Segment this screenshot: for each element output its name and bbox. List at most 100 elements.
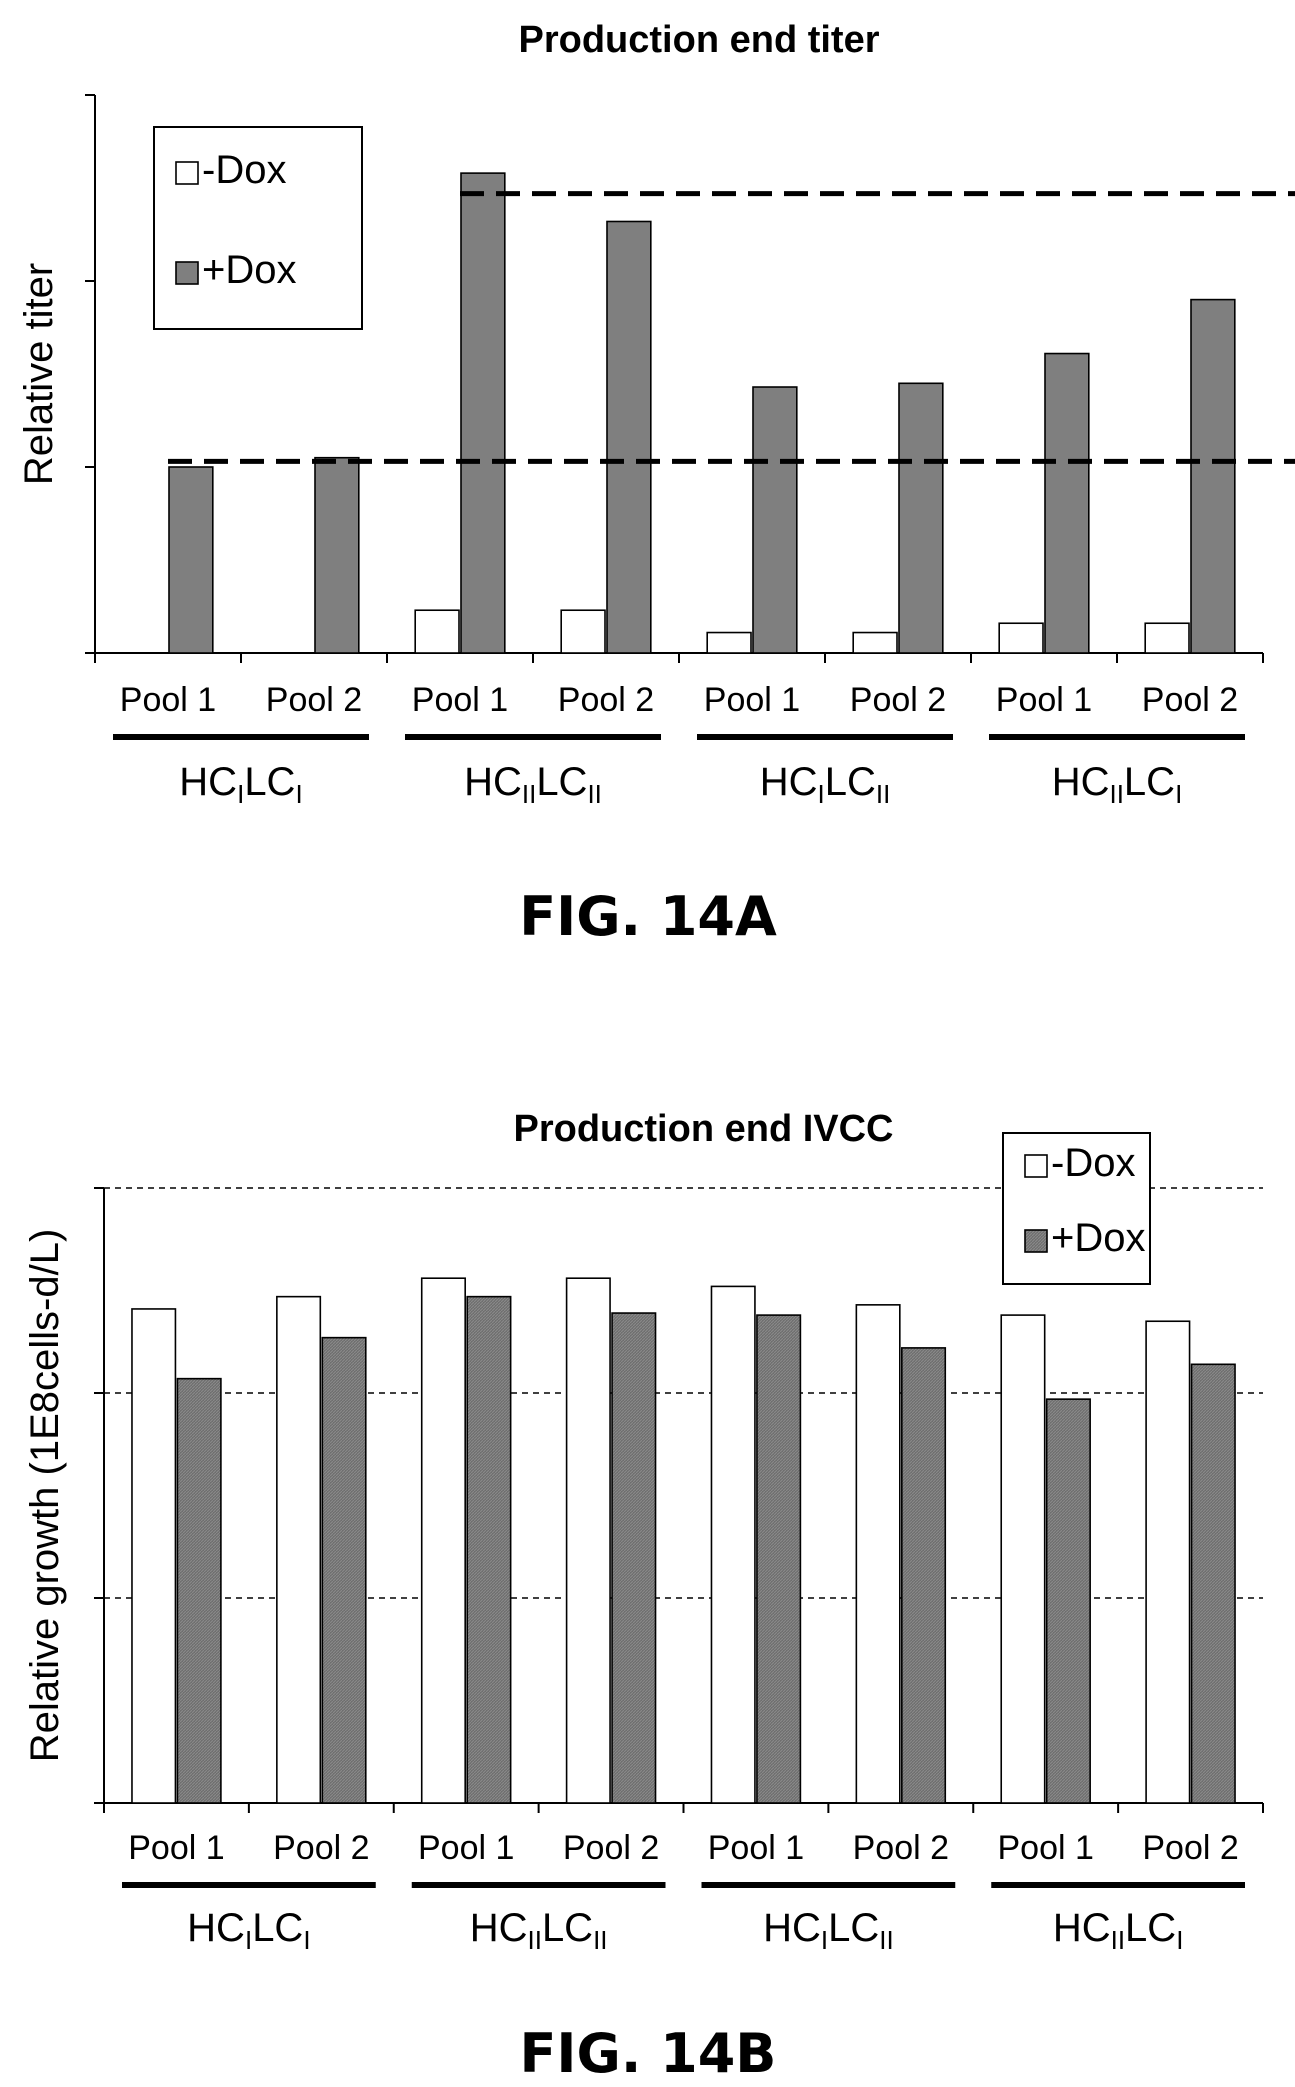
group-label: HCIILCI: [1053, 1906, 1184, 1955]
x-tick-label: Pool 2: [563, 1829, 659, 1867]
x-tick-label: Pool 2: [266, 681, 362, 719]
group-label: HCIILCII: [464, 760, 602, 809]
legend-swatch-plus-dox: [1024, 1229, 1048, 1253]
bar-minus-dox: [560, 609, 606, 654]
bar-plus-dox: [1044, 352, 1090, 654]
legend-label: -Dox: [202, 148, 286, 192]
bar-plus-dox: [314, 456, 360, 654]
x-tick-label: Pool 2: [273, 1829, 369, 1867]
x-tick-label: Pool 1: [704, 681, 800, 719]
group-label: HCILCI: [187, 1906, 310, 1955]
group-label-mid: LC: [252, 1906, 303, 1950]
bar-plus-dox: [606, 220, 652, 654]
bar-minus-dox: [276, 1295, 322, 1804]
group-label-sub1: I: [821, 1925, 828, 1955]
group-label-sub1: I: [245, 1925, 252, 1955]
bar-plus-dox: [1045, 1398, 1091, 1804]
group-label-sub1: I: [817, 779, 824, 809]
group-label-mid: LC: [542, 1906, 593, 1950]
group-label-sub1: II: [1109, 779, 1123, 809]
bar-minus-dox: [706, 631, 752, 654]
group-label-sub2: I: [1176, 1925, 1183, 1955]
group-label-sub2: I: [303, 1925, 310, 1955]
group-label-sub2: II: [587, 779, 601, 809]
group-label-mid: LC: [828, 1906, 879, 1950]
group-label: HCIILCI: [1052, 760, 1183, 809]
x-tick-label: Pool 1: [997, 1829, 1093, 1867]
chart-2: Production end IVCC Relative growth (1E8c…: [23, 1108, 1264, 2085]
figure-label: FIG. 14B: [520, 2022, 777, 2082]
legend-swatch-plus-dox: [175, 261, 199, 285]
legend-label: +Dox: [202, 248, 297, 292]
group-label: HCIILCII: [470, 1906, 608, 1955]
x-tick-label: Pool 2: [1142, 681, 1238, 719]
bar-minus-dox: [855, 1304, 901, 1804]
bar-plus-dox: [1190, 1363, 1236, 1804]
chart-title: Production end IVCC: [514, 1108, 894, 1150]
group-label-sub2: II: [876, 779, 890, 809]
legend-swatch-minus-dox: [175, 161, 199, 185]
y-axis-label: Relative titer: [17, 263, 61, 485]
bar-minus-dox: [131, 1308, 177, 1804]
group-label-base: HC: [760, 760, 818, 804]
bar-minus-dox: [852, 631, 898, 654]
legend: -Dox +Dox: [153, 126, 363, 330]
x-tick-label: Pool 1: [708, 1829, 804, 1867]
x-tick-label: Pool 1: [128, 1829, 224, 1867]
group-label-base: HC: [470, 1906, 528, 1950]
group-label: HCILCII: [763, 1906, 894, 1955]
bar-plus-dox: [168, 466, 214, 654]
legend-label: -Dox: [1051, 1141, 1135, 1185]
x-tick-label: Pool 2: [1142, 1829, 1238, 1867]
x-tick-label: Pool 1: [412, 681, 508, 719]
group-label: HCILCI: [179, 760, 302, 809]
bar-plus-dox: [611, 1312, 657, 1804]
bar-plus-dox: [898, 382, 944, 654]
x-tick-label: Pool 2: [558, 681, 654, 719]
group-label-sub1: II: [527, 1925, 541, 1955]
bar-minus-dox: [1000, 1314, 1046, 1804]
group-label: HCILCII: [760, 760, 891, 809]
bar-plus-dox: [752, 386, 798, 654]
bar-plus-dox: [176, 1377, 222, 1804]
group-label-sub2: II: [879, 1925, 893, 1955]
bar-plus-dox: [460, 172, 506, 654]
bar-minus-dox: [710, 1285, 756, 1804]
group-label-mid: LC: [244, 760, 295, 804]
x-tick-label: Pool 2: [853, 1829, 949, 1867]
legend-label: +Dox: [1051, 1216, 1146, 1260]
group-label-base: HC: [187, 1906, 245, 1950]
group-label-base: HC: [1052, 760, 1110, 804]
group-label-base: HC: [179, 760, 237, 804]
x-tick-label: Pool 1: [418, 1829, 514, 1867]
bar-plus-dox: [466, 1295, 512, 1804]
group-label-sub1: II: [522, 779, 536, 809]
group-label-mid: LC: [1124, 760, 1175, 804]
bar-plus-dox: [1190, 298, 1236, 654]
bar-minus-dox: [998, 622, 1044, 654]
chart-title: Production end titer: [519, 19, 880, 61]
legend-box: [153, 126, 363, 330]
bar-plus-dox: [756, 1314, 802, 1804]
x-tick-label: Pool 1: [120, 681, 216, 719]
group-label-sub2: II: [593, 1925, 607, 1955]
bar-minus-dox: [565, 1277, 611, 1804]
group-label-base: HC: [763, 1906, 821, 1950]
group-label-sub1: I: [237, 779, 244, 809]
group-label-sub2: I: [1175, 779, 1182, 809]
group-label-base: HC: [464, 760, 522, 804]
x-tick-label: Pool 1: [996, 681, 1092, 719]
group-label-sub1: II: [1111, 1925, 1125, 1955]
group-label-base: HC: [1053, 1906, 1111, 1950]
bar-minus-dox: [414, 609, 460, 654]
bar-minus-dox: [1145, 1320, 1191, 1804]
legend-swatch-minus-dox: [1024, 1154, 1048, 1178]
x-tick-label: Pool 2: [850, 681, 946, 719]
bar-plus-dox: [321, 1336, 367, 1804]
bar-plus-dox: [901, 1347, 947, 1804]
group-label-mid: LC: [536, 760, 587, 804]
bar-minus-dox: [1144, 622, 1190, 654]
group-label-mid: LC: [1125, 1906, 1176, 1950]
group-label-sub2: I: [295, 779, 302, 809]
